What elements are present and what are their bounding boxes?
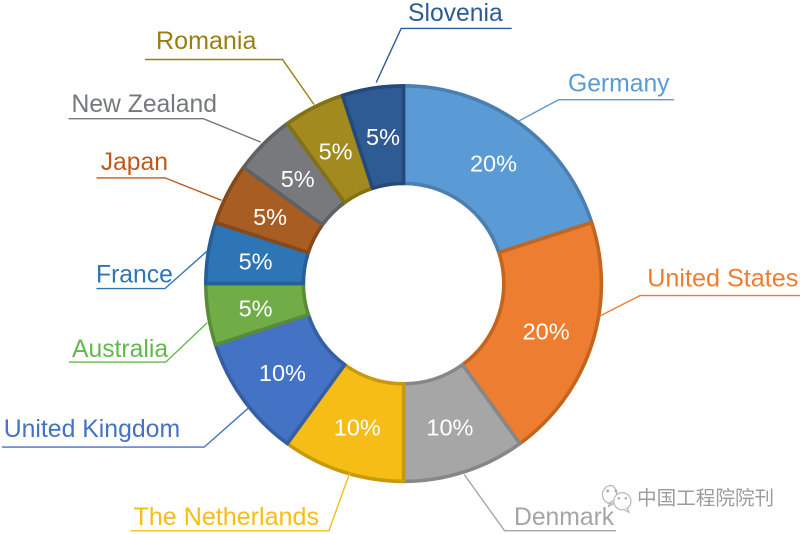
svg-text:5%: 5% (239, 295, 273, 321)
svg-text:Australia: Australia (72, 336, 168, 363)
svg-text:10%: 10% (259, 360, 306, 386)
svg-text:10%: 10% (334, 415, 381, 441)
svg-text:The Netherlands: The Netherlands (134, 503, 320, 531)
svg-text:10%: 10% (426, 415, 473, 441)
svg-text:Slovenia: Slovenia (408, 0, 503, 27)
svg-text:20%: 20% (523, 318, 570, 344)
svg-text:5%: 5% (239, 249, 273, 275)
svg-text:5%: 5% (319, 139, 353, 165)
svg-text:中国工程院院刊: 中国工程院院刊 (637, 488, 774, 510)
svg-text:中国工程院院刊: 中国工程院院刊 (638, 488, 775, 510)
svg-text:5%: 5% (366, 124, 400, 150)
svg-text:5%: 5% (281, 166, 315, 192)
svg-text:5%: 5% (253, 204, 287, 230)
svg-text:Germany: Germany (568, 71, 670, 98)
svg-text:United States: United States (647, 264, 798, 292)
svg-text:France: France (96, 262, 173, 289)
svg-text:Romania: Romania (156, 27, 256, 55)
svg-text:New Zealand: New Zealand (72, 91, 217, 118)
svg-text:United Kingdom: United Kingdom (4, 416, 180, 443)
svg-text:Japan: Japan (101, 149, 168, 176)
svg-text:Denmark: Denmark (514, 504, 615, 531)
svg-text:20%: 20% (470, 150, 517, 176)
